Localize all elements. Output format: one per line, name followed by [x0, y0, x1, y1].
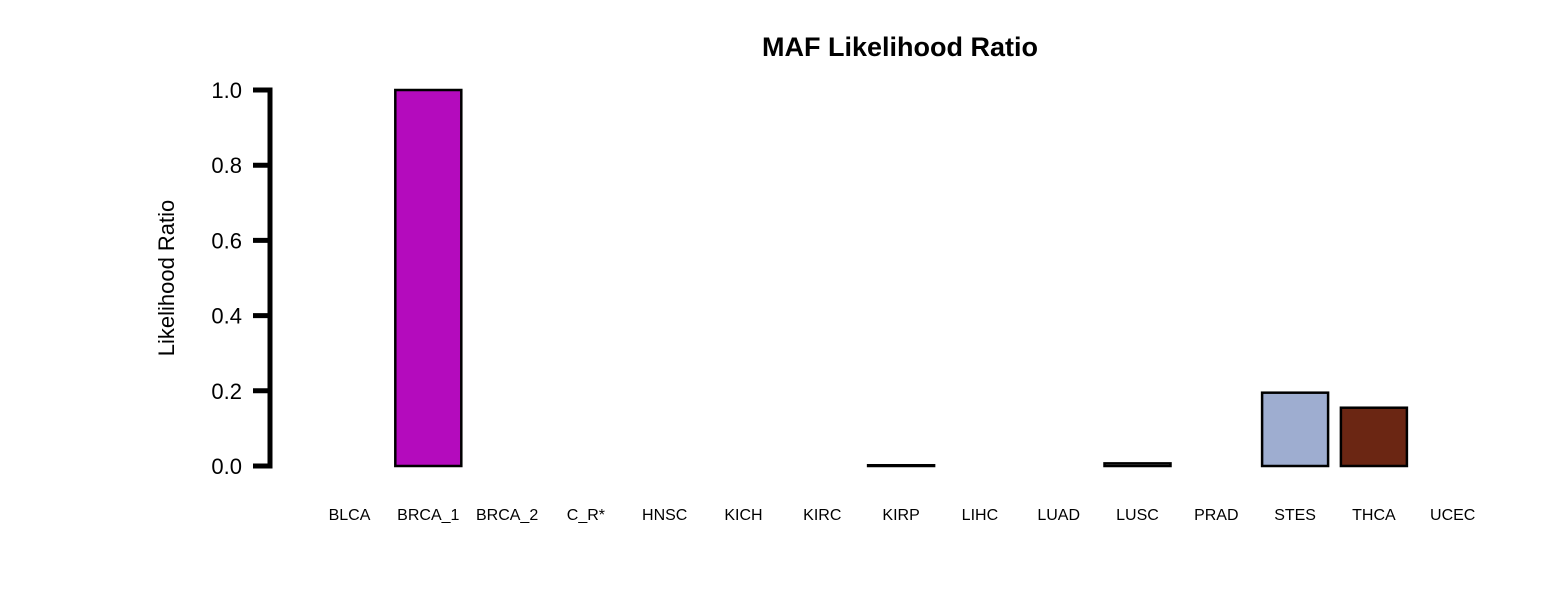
y-axis: 0.0 0.2 0.4 0.6 0.8 1.0	[211, 78, 273, 479]
y-tick-label: 0.8	[211, 153, 242, 178]
x-tick-labels: BLCA BRCA_1 BRCA_2 C_R* HNSC KICH KIRC KIRP LIHC…	[329, 507, 1476, 524]
x-tick-label: THCA	[1352, 507, 1396, 524]
bar-stes	[1260, 391, 1330, 468]
y-tick-label: 0.2	[211, 379, 242, 404]
y-tick-label: 0.6	[211, 228, 242, 253]
x-tick-label: KIRP	[882, 507, 919, 524]
chart-title: MAF Likelihood Ratio	[762, 32, 1038, 62]
x-tick-label: HNSC	[642, 507, 687, 524]
bar-thca	[1339, 406, 1409, 468]
x-tick-label: C_R*	[567, 507, 605, 524]
x-tick-label: BRCA_2	[476, 507, 538, 524]
x-tick-label: LUSC	[1116, 507, 1159, 524]
y-tick-label: 1.0	[211, 78, 242, 103]
bar-lusc	[1103, 462, 1172, 468]
x-tick-label: BLCA	[329, 507, 371, 524]
x-tick-label: BRCA_1	[397, 507, 459, 524]
y-tick-label: 0.0	[211, 454, 242, 479]
y-tick-label: 0.4	[211, 304, 242, 329]
x-tick-label: KIRC	[803, 507, 841, 524]
bar-brca-1	[394, 88, 463, 468]
x-tick-label: KICH	[724, 507, 762, 524]
bar-kirp	[866, 463, 936, 468]
x-tick-label: LUAD	[1037, 507, 1080, 524]
bars-group	[394, 88, 1409, 468]
x-tick-label: PRAD	[1194, 507, 1238, 524]
x-tick-label: UCEC	[1430, 507, 1475, 524]
x-tick-label: STES	[1274, 507, 1316, 524]
y-axis-label: Likelihood Ratio	[154, 200, 179, 357]
x-tick-label: LIHC	[962, 507, 998, 524]
